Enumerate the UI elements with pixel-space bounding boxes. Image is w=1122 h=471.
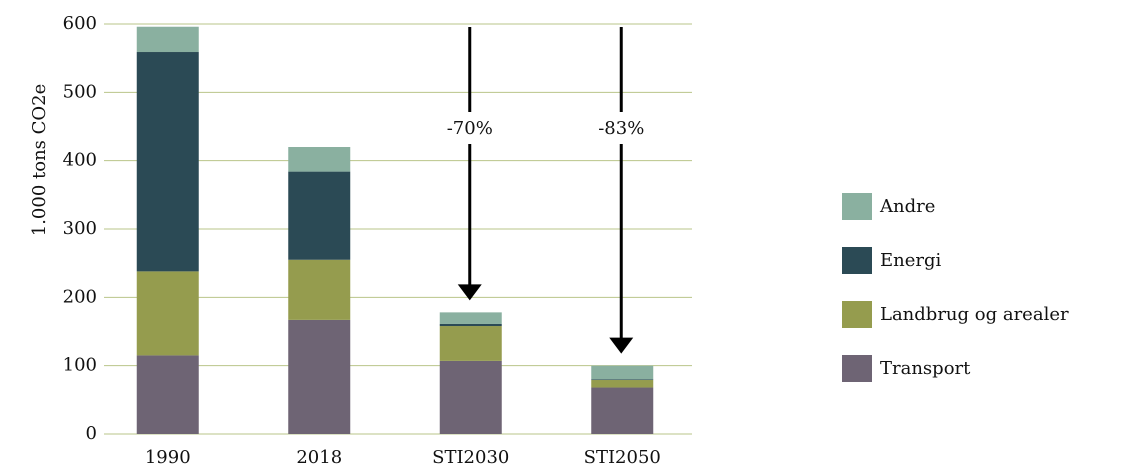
y-tick-label: 500 xyxy=(63,81,97,102)
bar-segment xyxy=(591,380,654,388)
legend-label: Energi xyxy=(880,250,942,271)
legend-swatch xyxy=(842,193,872,220)
bar-segment xyxy=(591,379,654,381)
bar-segment xyxy=(288,147,351,172)
legend-swatch xyxy=(842,355,872,382)
x-tick-label: STI2050 xyxy=(584,447,661,468)
bar-segment xyxy=(439,326,502,361)
legend-label: Transport xyxy=(880,358,971,379)
y-tick-label: 100 xyxy=(63,355,97,376)
arrow-head xyxy=(457,284,482,301)
bar-segment xyxy=(288,171,351,260)
x-tick-label: STI2030 xyxy=(432,447,509,468)
bar-segment xyxy=(136,26,199,53)
y-tick-label: 600 xyxy=(63,13,97,34)
y-tick-label: 200 xyxy=(63,286,97,307)
y-tick-label: 400 xyxy=(63,150,97,171)
legend-swatch xyxy=(842,301,872,328)
legend-label: Landbrug og arealer xyxy=(880,304,1069,325)
y-tick-label: 300 xyxy=(63,218,97,239)
bar-segment xyxy=(439,323,502,327)
bar-segment xyxy=(439,360,502,434)
bar-segment xyxy=(136,271,199,356)
annotation: -70% xyxy=(447,118,493,139)
x-tick-label: 1990 xyxy=(145,447,191,468)
arrow-head xyxy=(609,337,634,354)
annotation: -83% xyxy=(598,118,644,139)
bar-segment xyxy=(591,365,654,380)
bar-segment xyxy=(288,259,351,320)
bar-segment xyxy=(136,52,199,272)
x-tick-label: 2018 xyxy=(296,447,342,468)
bar-segment xyxy=(591,387,654,434)
legend-label: Andre xyxy=(879,196,935,217)
y-tick-label: 0 xyxy=(86,423,97,444)
y-axis-label: 1.000 tons CO2e xyxy=(29,84,50,237)
bar-segment xyxy=(439,312,502,324)
bar-segment xyxy=(136,355,199,434)
bar-segment xyxy=(288,319,351,434)
legend-swatch xyxy=(842,247,872,274)
